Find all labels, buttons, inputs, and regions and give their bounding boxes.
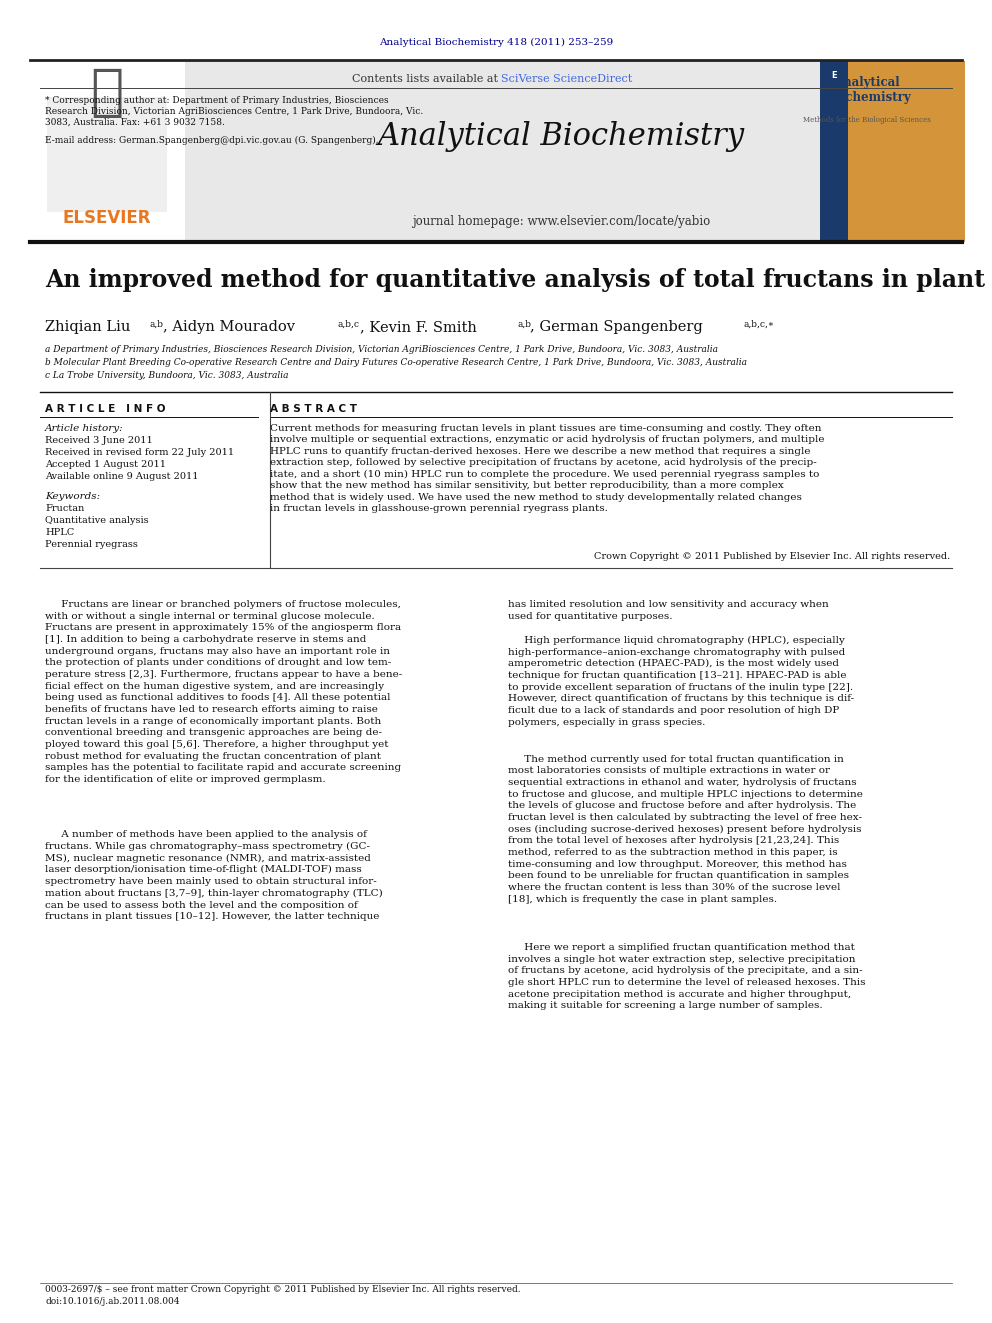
Text: Analytical
Biochemistry: Analytical Biochemistry <box>823 75 911 105</box>
Text: Available online 9 August 2011: Available online 9 August 2011 <box>45 472 198 482</box>
Text: E-mail address: German.Spangenberg@dpi.vic.gov.au (G. Spangenberg).: E-mail address: German.Spangenberg@dpi.v… <box>45 136 379 146</box>
Text: a,b,c,∗: a,b,c,∗ <box>743 320 774 329</box>
Text: Fructans are linear or branched polymers of fructose molecules,
with or without : Fructans are linear or branched polymers… <box>45 601 402 785</box>
Text: journal homepage: www.elsevier.com/locate/yabio: journal homepage: www.elsevier.com/locat… <box>412 216 710 229</box>
Text: 🌲: 🌲 <box>90 66 124 120</box>
Text: Received in revised form 22 July 2011: Received in revised form 22 July 2011 <box>45 448 234 456</box>
Bar <box>820 61 965 242</box>
Text: E: E <box>831 71 837 79</box>
Text: Keywords:: Keywords: <box>45 492 100 501</box>
Text: has limited resolution and low sensitivity and accuracy when
used for quantitati: has limited resolution and low sensitivi… <box>508 601 828 620</box>
Text: b Molecular Plant Breeding Co-operative Research Centre and Dairy Futures Co-ope: b Molecular Plant Breeding Co-operative … <box>45 359 747 366</box>
Text: a Department of Primary Industries, Biosciences Research Division, Victorian Agr: a Department of Primary Industries, Bios… <box>45 345 718 355</box>
Text: , Kevin F. Smith: , Kevin F. Smith <box>360 320 477 333</box>
Text: , Aidyn Mouradov: , Aidyn Mouradov <box>163 320 295 333</box>
Text: Accepted 1 August 2011: Accepted 1 August 2011 <box>45 460 166 468</box>
Text: Crown Copyright © 2011 Published by Elsevier Inc. All rights reserved.: Crown Copyright © 2011 Published by Else… <box>594 552 950 561</box>
Text: 0003-2697/$ – see front matter Crown Copyright © 2011 Published by Elsevier Inc.: 0003-2697/$ – see front matter Crown Cop… <box>45 1285 521 1294</box>
Text: * Corresponding author at: Department of Primary Industries, Biosciences
Researc: * Corresponding author at: Department of… <box>45 97 424 127</box>
Text: Zhiqian Liu: Zhiqian Liu <box>45 320 130 333</box>
Text: A B S T R A C T: A B S T R A C T <box>270 404 357 414</box>
Text: Perennial ryegrass: Perennial ryegrass <box>45 540 138 549</box>
Text: Analytical Biochemistry: Analytical Biochemistry <box>377 120 745 152</box>
Text: Current methods for measuring fructan levels in plant tissues are time-consuming: Current methods for measuring fructan le… <box>270 423 824 513</box>
Text: c La Trobe University, Bundoora, Vic. 3083, Australia: c La Trobe University, Bundoora, Vic. 30… <box>45 370 289 380</box>
Text: doi:10.1016/j.ab.2011.08.004: doi:10.1016/j.ab.2011.08.004 <box>45 1297 180 1306</box>
Bar <box>160 61 962 242</box>
Text: SciVerse ScienceDirect: SciVerse ScienceDirect <box>501 74 632 83</box>
Text: The method currently used for total fructan quantification in
most laboratories : The method currently used for total fruc… <box>508 754 863 904</box>
Text: Here we report a simplified fructan quantification method that
involves a single: Here we report a simplified fructan quan… <box>508 943 865 1011</box>
Text: a,b: a,b <box>150 320 164 329</box>
Text: A number of methods have been applied to the analysis of
fructans. While gas chr: A number of methods have been applied to… <box>45 830 383 921</box>
Text: An improved method for quantitative analysis of total fructans in plant tissues: An improved method for quantitative anal… <box>45 269 992 292</box>
Text: ELSEVIER: ELSEVIER <box>62 209 151 228</box>
Text: Quantitative analysis: Quantitative analysis <box>45 516 149 525</box>
Bar <box>820 61 848 242</box>
Text: High performance liquid chromatography (HPLC), especially
high-performance–anion: High performance liquid chromatography (… <box>508 636 854 726</box>
Text: Article history:: Article history: <box>45 423 124 433</box>
Text: A R T I C L E   I N F O: A R T I C L E I N F O <box>45 404 166 414</box>
Text: Contents lists available at: Contents lists available at <box>351 74 501 83</box>
Bar <box>30 61 185 242</box>
Text: a,b,c: a,b,c <box>338 320 360 329</box>
Text: HPLC: HPLC <box>45 528 74 537</box>
Text: Methods for the Biological Sciences: Methods for the Biological Sciences <box>804 116 930 124</box>
Text: , German Spangenberg: , German Spangenberg <box>530 320 702 333</box>
Text: Received 3 June 2011: Received 3 June 2011 <box>45 437 153 445</box>
Text: Fructan: Fructan <box>45 504 84 513</box>
Text: Analytical Biochemistry 418 (2011) 253–259: Analytical Biochemistry 418 (2011) 253–2… <box>379 37 613 46</box>
Bar <box>47 97 167 212</box>
Text: a,b: a,b <box>517 320 531 329</box>
